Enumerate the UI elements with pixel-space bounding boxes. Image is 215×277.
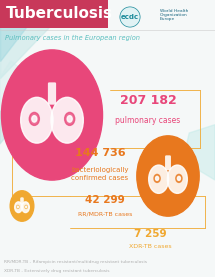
Polygon shape [0,111,22,144]
Text: ecdc: ecdc [121,14,139,20]
Text: XDR-TB cases: XDR-TB cases [129,244,171,249]
Ellipse shape [149,165,169,193]
Polygon shape [0,0,75,78]
Ellipse shape [15,202,22,212]
Polygon shape [183,125,215,180]
Circle shape [32,116,37,122]
Ellipse shape [21,97,53,143]
FancyBboxPatch shape [0,0,108,28]
Circle shape [29,112,39,125]
Circle shape [177,176,180,180]
FancyBboxPatch shape [20,197,24,205]
Ellipse shape [22,202,29,212]
Text: pulmonary cases: pulmonary cases [115,116,181,125]
Ellipse shape [51,97,83,143]
Ellipse shape [167,165,187,193]
Text: bacteriologically
confirmed cases: bacteriologically confirmed cases [71,167,129,181]
Text: 7 259: 7 259 [134,229,166,239]
Text: World Health
Organization
Europe: World Health Organization Europe [160,9,188,21]
Text: 42 299: 42 299 [85,195,125,205]
Circle shape [17,206,18,208]
Polygon shape [0,61,32,111]
Text: XDR-TB - Extensively drug resistant tuberculosis: XDR-TB - Extensively drug resistant tube… [4,269,109,273]
Text: RR/MDR-TB cases: RR/MDR-TB cases [78,212,132,217]
Text: Pulmonary cases in the European region: Pulmonary cases in the European region [5,35,140,41]
Circle shape [65,112,75,125]
Circle shape [25,205,27,208]
Circle shape [137,136,199,216]
Circle shape [10,191,34,221]
Text: 207 182: 207 182 [120,94,176,106]
Text: Tuberculosis: Tuberculosis [5,6,112,22]
Circle shape [26,206,27,208]
Text: RR/MDR-TB - Rifampicin resistant/multidrug resistant tuberculosis: RR/MDR-TB - Rifampicin resistant/multidr… [4,260,147,264]
Circle shape [176,175,182,183]
Circle shape [155,176,159,180]
Circle shape [17,205,19,208]
Circle shape [154,175,160,183]
Circle shape [67,116,72,122]
Circle shape [2,50,103,180]
FancyBboxPatch shape [165,155,171,170]
FancyBboxPatch shape [48,82,56,105]
Polygon shape [0,0,47,61]
Text: 144 736: 144 736 [75,148,125,158]
